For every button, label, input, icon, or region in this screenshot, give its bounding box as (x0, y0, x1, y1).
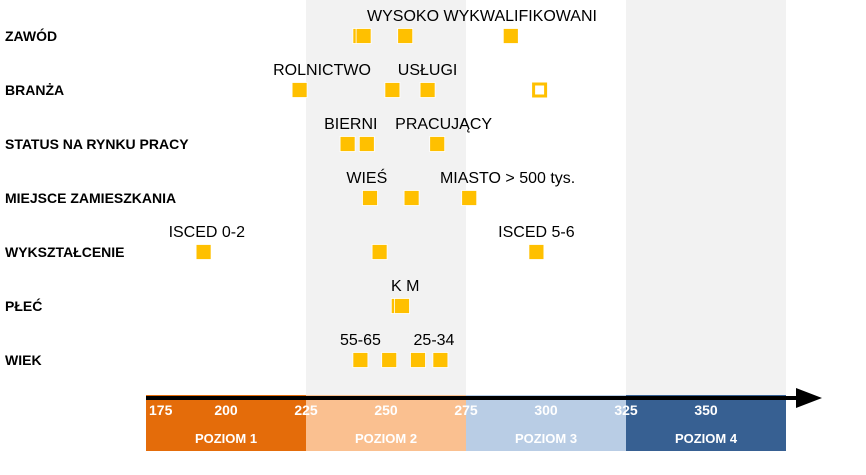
annotation-1: WYSOKO WYKWALIFIKOWANI (367, 8, 597, 25)
tick-label-275: 275 (454, 402, 478, 418)
tick-label-350: 350 (694, 402, 718, 418)
level-block-1 (146, 395, 306, 451)
data-point-21 (381, 352, 398, 368)
category-labels: WIEK PŁEĆ WYKSZTAŁCENIE MIEJSCE ZAMIESZKANI… (5, 27, 189, 368)
data-point-4 (502, 28, 519, 44)
level-bar: POZIOM 1 POZIOM 2 POZIOM 3 POZIOM 4 (146, 395, 786, 451)
level-block-2 (306, 395, 466, 451)
data-point-5 (291, 82, 308, 98)
level-label-3: POZIOM 3 (515, 431, 577, 446)
annotation-2: ROLNICTWO (273, 62, 371, 79)
annotations: WYSOKO WYKWALIFIKOWANI ROLNICTWO USŁUGI BIE… (169, 8, 597, 349)
level-block-4 (626, 395, 786, 451)
background-band-2 (306, 0, 466, 395)
data-point-19 (394, 298, 410, 314)
tick-label-175: 175 (149, 402, 173, 418)
axis-arrow (146, 388, 822, 408)
axis-arrowhead (796, 388, 822, 408)
data-point-2 (355, 28, 372, 44)
category-label-3: WYKSZTAŁCENIE (5, 244, 125, 260)
data-point-13 (403, 190, 420, 206)
data-point-16 (371, 244, 388, 260)
category-label-5: STATUS NA RYNKU PRACY (5, 136, 189, 152)
level-label-2: POZIOM 2 (355, 431, 417, 446)
data-point-23 (432, 352, 449, 368)
data-point-22 (410, 352, 426, 368)
tick-label-325: 325 (614, 402, 638, 418)
category-label-6: BRANŻA (5, 82, 64, 98)
category-label-7: ZAWÓD (5, 27, 57, 44)
annotation-9: ISCED 5-6 (498, 224, 575, 241)
level-bands (306, 0, 786, 395)
annotation-5: PRACUJĄCY (395, 116, 492, 133)
background-band-4 (626, 0, 786, 395)
data-point-11 (429, 136, 446, 152)
data-point-9 (339, 136, 356, 152)
level-label-1: POZIOM 1 (195, 431, 257, 446)
annotation-8: ISCED 0-2 (169, 224, 246, 241)
data-point-17 (528, 244, 545, 260)
data-point-7 (419, 82, 436, 98)
category-label-4: MIEJSCE ZAMIESZKANIA (5, 190, 176, 206)
annotation-7: MIASTO > 500 tys. (440, 170, 575, 187)
level-label-4: POZIOM 4 (675, 431, 738, 446)
data-point-10 (358, 136, 375, 152)
tick-label-225: 225 (294, 402, 318, 418)
data-point-12 (362, 190, 378, 206)
category-label-2: PŁEĆ (5, 297, 42, 314)
annotation-11: 55-65 (340, 332, 381, 349)
data-point-3 (397, 28, 414, 44)
data-point-6 (384, 82, 401, 98)
annotation-12: 25-34 (414, 332, 455, 349)
level-block-3 (466, 395, 626, 451)
data-point-15 (195, 244, 212, 260)
annotation-4: BIERNI (324, 116, 377, 133)
annotation-10: K M (391, 278, 419, 295)
annotation-6: WIEŚ (346, 168, 387, 187)
tick-labels: 175 200 225 250 275 300 325 350 (149, 402, 718, 418)
data-points (195, 28, 548, 368)
tick-label-250: 250 (374, 402, 398, 418)
tick-label-300: 300 (534, 402, 558, 418)
annotation-3: USŁUGI (398, 62, 458, 79)
data-point-14 (461, 190, 478, 206)
category-label-1: WIEK (5, 352, 42, 368)
data-point-20 (352, 352, 369, 368)
data-point-8 (532, 82, 548, 98)
tick-label-200: 200 (214, 402, 238, 418)
